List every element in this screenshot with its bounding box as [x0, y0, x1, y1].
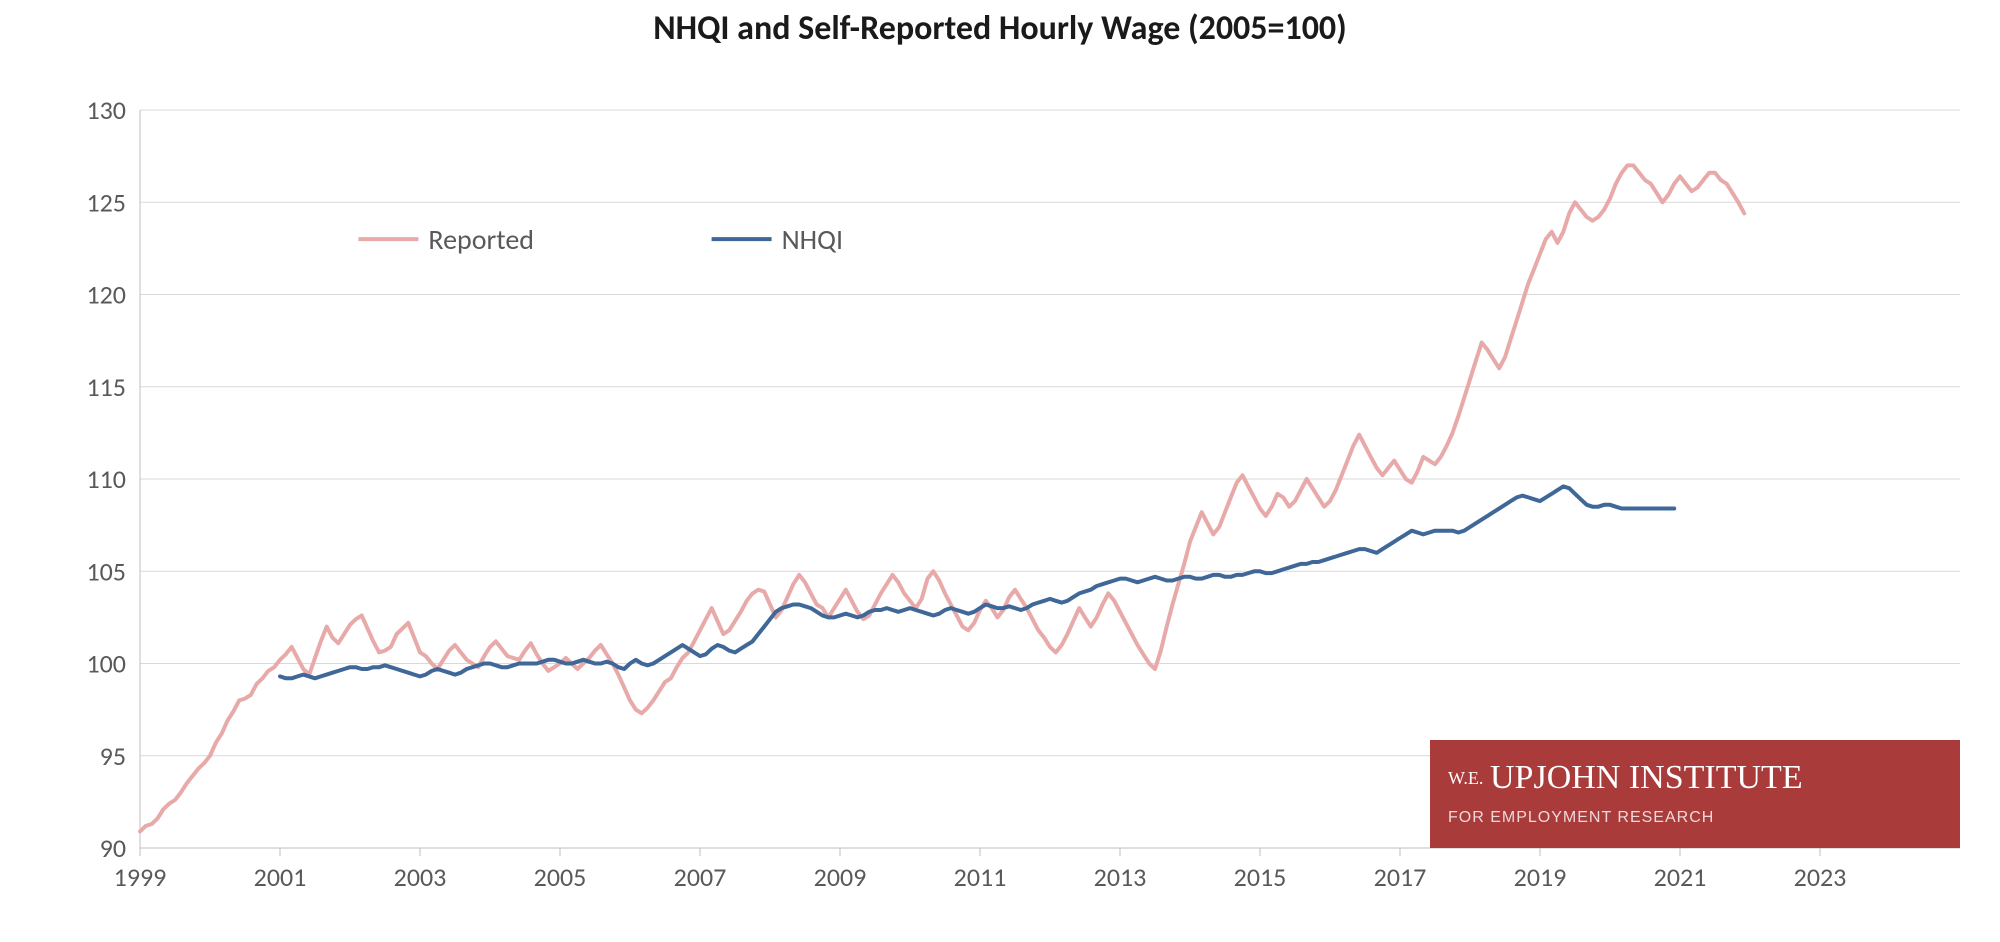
x-tick-label: 2001	[254, 861, 307, 893]
x-tick-label: 2017	[1374, 861, 1427, 893]
x-tick-label: 2009	[814, 861, 867, 893]
y-tick-label: 110	[86, 463, 126, 495]
legend-label: Reported	[428, 222, 534, 257]
logo-text-main: UPJOHN INSTITUTE	[1490, 759, 1803, 796]
x-tick-label: 2005	[534, 861, 587, 893]
y-tick-label: 90	[100, 832, 126, 864]
x-tick-label: 2015	[1234, 861, 1287, 893]
x-tick-label: 2013	[1094, 861, 1147, 893]
x-tick-label: 2011	[954, 861, 1007, 893]
x-tick-label: 1999	[114, 861, 167, 893]
x-tick-label: 2019	[1514, 861, 1567, 893]
legend-label: NHQI	[782, 222, 843, 257]
y-tick-label: 95	[100, 740, 126, 772]
logo-text-sub: FOR EMPLOYMENT RESEARCH	[1448, 809, 1714, 826]
chart-title: NHQI and Self-Reported Hourly Wage (2005…	[0, 8, 2000, 49]
y-tick-label: 125	[86, 186, 126, 218]
chart-svg: 90 95 100 105 110 115 120 125 130 1999 2001 2003 200…	[0, 0, 2000, 942]
x-tick-label: 2007	[674, 861, 727, 893]
x-tick-label: 2021	[1654, 861, 1707, 893]
x-tick-label: 2023	[1794, 861, 1847, 893]
x-tick-label: 2003	[394, 861, 447, 893]
chart-container: NHQI and Self-Reported Hourly Wage (2005…	[0, 0, 2000, 942]
y-tick-label: 100	[86, 648, 126, 680]
y-tick-label: 115	[86, 371, 126, 403]
series-reported	[140, 165, 1744, 831]
logo-text-small: W.E.	[1448, 768, 1483, 788]
y-tick-label: 105	[86, 555, 126, 587]
y-tick-label: 130	[86, 94, 126, 126]
y-tick-label: 120	[86, 279, 126, 311]
